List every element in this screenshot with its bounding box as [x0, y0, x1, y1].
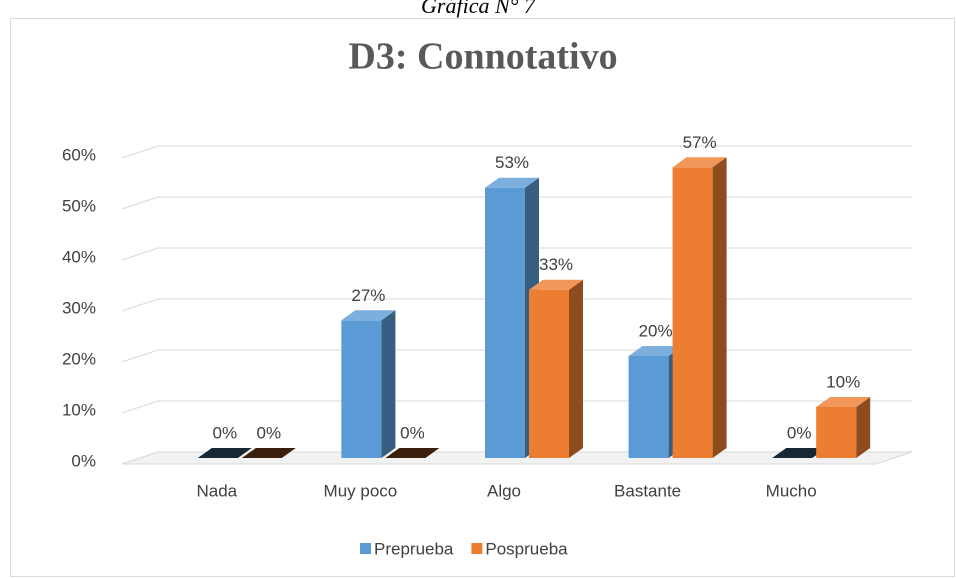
x-tick-label: Nada	[196, 481, 237, 500]
grid-line	[121, 145, 912, 159]
bar	[197, 448, 252, 458]
bar-front	[672, 167, 713, 459]
legend-swatch	[360, 543, 371, 554]
bar	[385, 448, 440, 458]
x-tick-label: Algo	[487, 481, 521, 500]
bar	[772, 448, 827, 458]
bar-top	[772, 448, 827, 458]
bar-top	[241, 448, 296, 458]
x-tick-label: Muy poco	[324, 481, 398, 500]
bar-top	[341, 310, 396, 321]
x-tick-label: Bastante	[614, 481, 681, 500]
grid-line	[121, 298, 912, 312]
bar	[816, 397, 871, 458]
x-tick-label: Mucho	[766, 481, 817, 500]
chart-title: D3: Connotativo	[348, 36, 617, 78]
legend-swatch	[471, 543, 483, 554]
bar-front	[485, 187, 525, 458]
value-label: 27%	[351, 286, 385, 305]
value-label: 33%	[539, 255, 573, 274]
bar-side	[856, 397, 871, 458]
value-label: 0%	[400, 423, 425, 442]
value-label: 10%	[826, 372, 860, 391]
bar-front	[628, 356, 669, 458]
bar-top	[197, 448, 252, 458]
value-label: 0%	[213, 423, 238, 442]
value-label: 53%	[495, 153, 529, 172]
y-tick-label: 60%	[62, 145, 96, 164]
y-tick-label: 50%	[62, 196, 96, 215]
bar-side	[381, 310, 396, 458]
value-label: 0%	[787, 423, 812, 442]
value-label: 57%	[683, 133, 717, 152]
y-tick-label: 10%	[62, 400, 96, 419]
bar-top	[628, 346, 683, 356]
value-label: 0%	[257, 423, 282, 442]
bar-side	[712, 157, 727, 459]
y-tick-label: 30%	[62, 298, 96, 317]
caption: Gráfica N° 7	[421, 0, 536, 18]
bar-top	[672, 157, 727, 168]
bar	[241, 448, 296, 458]
legend-label: Posprueba	[485, 539, 568, 558]
bar-front	[816, 407, 857, 458]
bar	[529, 279, 583, 458]
grid-line	[121, 196, 912, 210]
bar-top	[816, 397, 871, 407]
bar	[341, 310, 396, 458]
legend-label: Preprueba	[374, 539, 454, 558]
bar-front	[529, 289, 569, 458]
bar-top	[385, 448, 440, 458]
bar	[485, 177, 539, 458]
grid-line	[121, 247, 912, 261]
chart-frame	[10, 18, 955, 577]
bar-side	[569, 279, 583, 458]
y-tick-label: 0%	[71, 451, 96, 470]
bar-top	[485, 177, 539, 188]
bar-front	[341, 320, 382, 458]
y-tick-label: 40%	[62, 247, 96, 266]
bar-top	[529, 279, 583, 290]
bar	[672, 157, 727, 459]
value-label: 20%	[639, 321, 673, 340]
y-tick-label: 20%	[62, 349, 96, 368]
